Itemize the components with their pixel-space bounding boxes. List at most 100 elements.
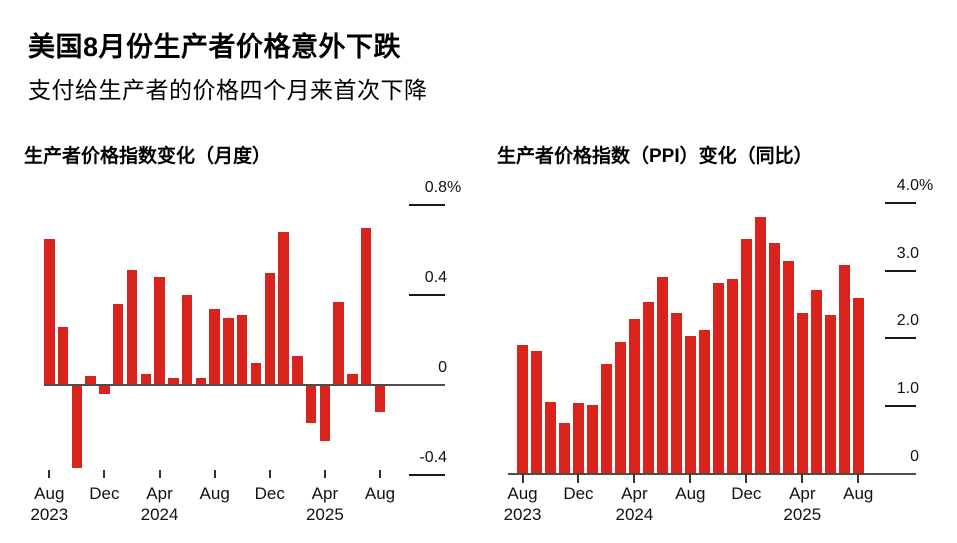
xtick-month: Apr xyxy=(789,484,816,503)
ytick-dash xyxy=(409,294,445,296)
axis-line xyxy=(508,473,916,475)
xtick-month: Apr xyxy=(621,484,648,503)
ytick-value: 0.4 xyxy=(424,269,447,286)
xtick-mark xyxy=(801,474,804,483)
xtick-mark xyxy=(689,474,692,483)
xtick-month: Dec xyxy=(254,484,285,503)
xtick-month: Dec xyxy=(89,484,120,503)
bar xyxy=(601,364,612,474)
bar xyxy=(154,277,165,385)
ytick-label: 0.4 xyxy=(425,268,447,287)
bar xyxy=(671,313,682,474)
xtick-month: Aug xyxy=(675,484,706,503)
bar xyxy=(825,315,836,474)
xtick-mark xyxy=(103,470,106,478)
chart-title-monthly: 生产者价格指数变化（月度） xyxy=(24,145,272,167)
xtick-year: 2024 xyxy=(615,505,654,524)
bar xyxy=(755,217,766,474)
bar xyxy=(223,317,234,385)
bar xyxy=(71,385,83,469)
bar xyxy=(839,265,850,474)
bar xyxy=(643,302,654,474)
bar xyxy=(374,385,386,412)
page-subtitle: 支付给生产者的价格四个月来首次下降 xyxy=(28,77,428,103)
xtick-mark xyxy=(857,474,860,483)
bar xyxy=(236,315,248,385)
bar xyxy=(783,261,794,474)
xtick-mark xyxy=(158,470,161,478)
bar xyxy=(305,385,317,424)
bar xyxy=(853,298,864,474)
bar xyxy=(727,278,738,474)
bar xyxy=(360,227,372,385)
bar xyxy=(209,308,220,385)
bar xyxy=(85,376,96,385)
xtick-month: Aug xyxy=(34,484,65,503)
bar xyxy=(769,242,780,474)
bar xyxy=(741,238,752,474)
xtick-month: Aug xyxy=(843,484,874,503)
bar xyxy=(713,282,724,474)
bar xyxy=(278,232,289,385)
bar xyxy=(181,295,193,385)
xtick-mark xyxy=(379,470,382,478)
ytick-label: -0.4 xyxy=(419,448,447,467)
bar xyxy=(517,345,528,474)
ytick-label: 1.0 xyxy=(897,379,919,398)
ytick-label: 4.0% xyxy=(896,176,933,195)
xtick-year: 2023 xyxy=(503,505,542,524)
ytick-value: 0 xyxy=(438,359,447,376)
ytick-dash xyxy=(885,201,916,204)
xtick-month: Dec xyxy=(563,484,594,503)
xtick-mark xyxy=(323,470,326,478)
xtick-mark xyxy=(633,474,636,483)
axis-line xyxy=(44,384,445,386)
xtick-year: 2023 xyxy=(30,505,69,524)
bar xyxy=(573,403,584,474)
xtick-mark xyxy=(577,474,580,483)
bar xyxy=(615,341,626,474)
xtick-year: 2025 xyxy=(783,505,822,524)
chart-title-yoy: 生产者价格指数（PPI）变化（同比） xyxy=(497,145,813,167)
xtick-month: Dec xyxy=(731,484,762,503)
ytick-value: 0 xyxy=(910,448,919,465)
bar xyxy=(44,238,55,385)
bar xyxy=(333,301,344,385)
bar xyxy=(797,313,808,474)
bar xyxy=(559,423,570,474)
bar xyxy=(57,326,69,385)
xtick-mark xyxy=(268,470,271,478)
xtick-mark xyxy=(48,470,51,478)
bar xyxy=(126,270,138,385)
bar xyxy=(587,404,598,474)
xtick-mark xyxy=(745,474,748,483)
bar xyxy=(140,373,151,385)
bar xyxy=(168,378,179,385)
ytick-value: 4.0 xyxy=(896,176,919,194)
xtick-month: Aug xyxy=(507,484,538,503)
ytick-label: 0 xyxy=(910,447,919,466)
ytick-value: 2.0 xyxy=(896,312,919,330)
ytick-dash xyxy=(885,269,916,272)
ytick-dash xyxy=(885,405,916,408)
bar xyxy=(195,378,207,385)
xtick-mark xyxy=(213,470,216,478)
xtick-mark xyxy=(521,474,524,483)
ytick-label: 0 xyxy=(438,358,447,377)
ytick-label: 3.0 xyxy=(897,244,919,263)
ytick-value: 1.0 xyxy=(896,380,919,398)
bar xyxy=(292,355,303,385)
xtick-month: Aug xyxy=(364,484,396,503)
ytick-value: 0.8 xyxy=(424,179,447,196)
bar xyxy=(685,335,696,474)
bar xyxy=(250,362,262,385)
ytick-dash xyxy=(409,474,445,476)
ytick-dash xyxy=(885,337,916,340)
ytick-value: 3.0 xyxy=(896,244,919,262)
ytick-unit: % xyxy=(447,179,462,196)
bar xyxy=(264,272,276,385)
bar xyxy=(531,351,542,474)
xtick-month: Aug xyxy=(199,484,230,503)
